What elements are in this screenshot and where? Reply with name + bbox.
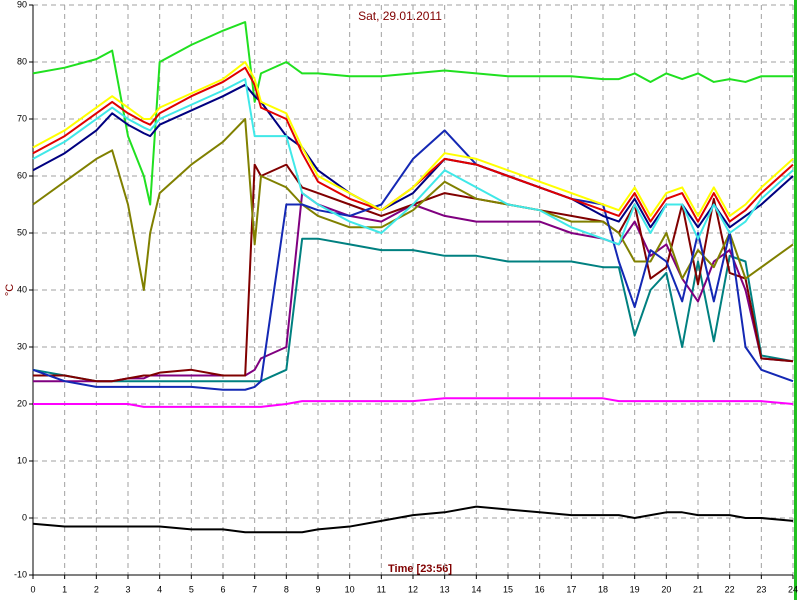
x-tick-label: 23	[756, 584, 766, 594]
y-tick-label: 0	[22, 512, 27, 522]
series-line	[32, 129, 794, 391]
x-tick-label: 22	[725, 584, 735, 594]
y-tick-label: 20	[17, 398, 27, 408]
x-tick-label: 21	[693, 584, 703, 594]
x-tick-label: 4	[157, 584, 162, 594]
chart-title: Sat, 29.01.2011	[358, 9, 442, 23]
x-tick-label: 15	[503, 584, 513, 594]
x-tick-label: 18	[598, 584, 608, 594]
x-tick-label: 7	[252, 584, 257, 594]
series-line	[33, 163, 794, 383]
x-tick-label: 14	[471, 584, 481, 594]
series-line	[32, 78, 794, 246]
series-line	[32, 505, 794, 534]
x-tick-label: 5	[189, 584, 194, 594]
x-tick-label: 1	[62, 584, 67, 594]
right-edge-bar	[794, 0, 797, 600]
y-tick-label: 10	[17, 455, 27, 465]
series-line	[32, 61, 794, 217]
series-line	[33, 397, 794, 408]
x-tick-label: 16	[535, 584, 545, 594]
x-tick-label: 13	[440, 584, 450, 594]
y-tick-label: 70	[17, 113, 27, 123]
x-tick-label: 9	[315, 584, 320, 594]
y-tick-label: 40	[17, 284, 27, 294]
y-tick-label: 60	[17, 170, 27, 180]
x-tick-label: 12	[408, 584, 418, 594]
plot	[32, 21, 794, 534]
series-line	[32, 237, 794, 383]
x-tick-label: 24	[788, 584, 798, 594]
x-tick-label: 3	[125, 584, 130, 594]
x-tick-label: 6	[220, 584, 225, 594]
x-tick-label: 0	[30, 584, 35, 594]
y-tick-label: 30	[17, 341, 27, 351]
y-tick-label: 50	[17, 227, 27, 237]
x-tick-label: 19	[630, 584, 640, 594]
y-axis-label: °C	[4, 284, 16, 296]
x-tick-label: 17	[566, 584, 576, 594]
y-tick-label: 80	[17, 56, 27, 66]
x-tick-label: 8	[284, 584, 289, 594]
x-tick-label: 20	[661, 584, 671, 594]
x-tick-label: 10	[345, 584, 355, 594]
series-line	[32, 21, 793, 206]
x-axis-label: Time [23:56]	[388, 563, 452, 575]
y-tick-label: -10	[14, 569, 27, 579]
x-tick-label: 2	[94, 584, 99, 594]
y-tick-label: 90	[17, 0, 27, 9]
x-tick-label: 11	[377, 584, 386, 594]
